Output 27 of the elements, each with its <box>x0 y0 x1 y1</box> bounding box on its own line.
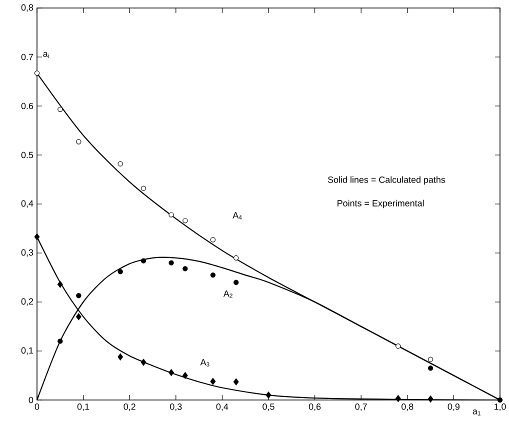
annotation: Solid lines = Calculated paths <box>328 176 446 185</box>
x-tick-label: 0 <box>34 404 40 410</box>
annotation: A$_{2}$ <box>223 290 232 298</box>
y-tick-label: 0,4 <box>21 200 34 208</box>
x-tick-label: 0,7 <box>355 404 367 411</box>
y-tick-label: 0,8 <box>21 4 34 12</box>
y-tick-label: 0,3 <box>21 249 34 257</box>
x-tick-label: 1,0 <box>494 404 506 411</box>
x-tick-label: 0,9 <box>448 404 460 411</box>
annotation: Points = Experimental <box>338 200 424 208</box>
y-tick-label: 0,2 <box>21 298 34 306</box>
y-tick-label: 0 <box>28 396 34 404</box>
x-tick-label: 0,6 <box>308 404 321 411</box>
x-axis-title: a$_{1}$ <box>472 409 480 416</box>
annotation: A$_{4}$ <box>232 212 242 220</box>
x-tick-label: 0,5 <box>262 404 274 411</box>
x-tick-label: 0,3 <box>170 404 182 411</box>
annotation: a$_{i}$ <box>43 52 49 58</box>
y-tick-label: 0.6 <box>21 102 34 110</box>
y-tick-label: 0,1 <box>21 347 34 355</box>
x-tick-label: 0,8 <box>402 404 414 411</box>
x-tick-label: 0,1 <box>77 404 90 411</box>
x-tick-label: 0,4 <box>216 404 228 411</box>
y-tick-label: 0.5 <box>21 152 34 158</box>
y-tick-label: 0.7 <box>21 54 34 60</box>
annotation: A$_{3}$ <box>200 359 210 366</box>
x-tick-label: 0,2 <box>124 404 136 411</box>
